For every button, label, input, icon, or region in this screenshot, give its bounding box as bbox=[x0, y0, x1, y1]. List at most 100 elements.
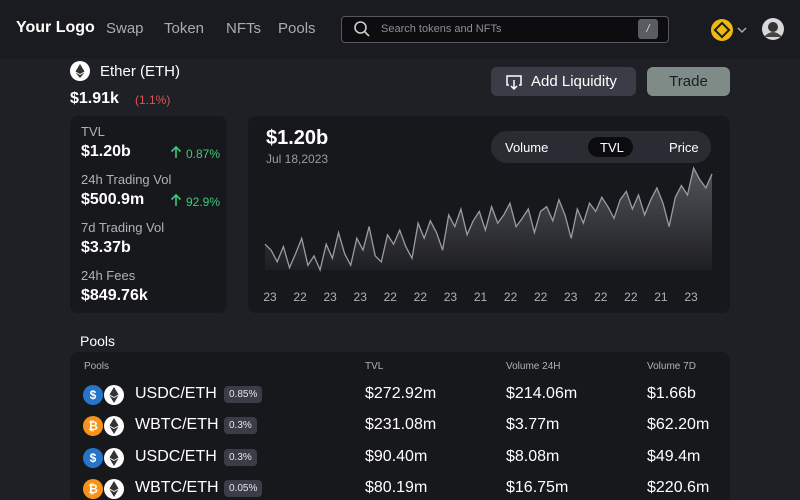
avatar[interactable] bbox=[761, 17, 785, 41]
arrow-path bbox=[170, 193, 182, 206]
network-selector[interactable] bbox=[710, 17, 750, 43]
pair[interactable]: WBTC/ETH bbox=[135, 416, 219, 434]
tab[interactable]: Price bbox=[669, 140, 699, 155]
search-box[interactable] bbox=[341, 16, 669, 43]
token-change: (1.1%) bbox=[135, 93, 171, 107]
stat-label: TVL bbox=[81, 124, 105, 139]
token-glyph: $ bbox=[90, 451, 97, 465]
eth-glyph bbox=[109, 449, 119, 460]
pair-icons: $ bbox=[83, 385, 124, 405]
nav-link[interactable]: Pools bbox=[278, 20, 316, 37]
volume-24h: $214.06m bbox=[506, 385, 578, 402]
x-tick-label: 22 bbox=[534, 290, 548, 304]
volume-7d: $220.6m bbox=[647, 478, 710, 496]
chart-subtitle: Jul 18,2023 bbox=[266, 152, 329, 166]
x-tick-label: 23 bbox=[684, 290, 698, 304]
search-placeholder: Search tokens and NFTs bbox=[381, 23, 502, 35]
logo[interactable]: Your Logo bbox=[16, 19, 95, 36]
line bbox=[264, 166, 713, 273]
x-tick-label: 21 bbox=[654, 290, 668, 304]
stat-change: 0.87% bbox=[186, 147, 221, 161]
column-header: Volume 7D bbox=[647, 361, 696, 372]
chart-title: $1.20b bbox=[266, 127, 329, 149]
pair[interactable]: WBTC/ETH bbox=[135, 478, 219, 496]
x-tick-label: 22 bbox=[624, 290, 638, 304]
pair[interactable]: USDC/ETH bbox=[135, 447, 217, 465]
volume-7d: $1.66b bbox=[647, 385, 696, 402]
fee-badge: 0.05% bbox=[224, 479, 263, 497]
column-header: TVL bbox=[365, 361, 384, 372]
up-arrow bbox=[170, 145, 182, 158]
x-tick-label: 22 bbox=[594, 290, 608, 304]
x-tick-label: 21 bbox=[474, 290, 488, 304]
nav-link[interactable]: Swap bbox=[106, 20, 144, 37]
token-icon bbox=[83, 416, 103, 437]
tab[interactable]: Volume bbox=[505, 140, 549, 155]
up-arrow bbox=[170, 193, 182, 206]
pair[interactable]: USDC/ETH bbox=[135, 385, 217, 402]
arrow-path bbox=[170, 145, 182, 158]
chart: 23 22 23 23 22 22 23 21 22 22 23 22 22 21 23 bbox=[263, 166, 713, 304]
token-glyph: $ bbox=[90, 388, 97, 402]
eth-glyph bbox=[109, 426, 119, 435]
token-price: $1.91k bbox=[70, 90, 119, 107]
nav-link[interactable]: Token bbox=[164, 20, 205, 37]
token-icon bbox=[83, 385, 103, 405]
stat-label: 7d Trading Vol bbox=[81, 220, 165, 235]
stat-label: 24h Fees bbox=[81, 268, 136, 283]
add-liquidity-label: Add Liquidity bbox=[531, 73, 617, 90]
x-tick-label: 22 bbox=[384, 290, 398, 304]
stat-change: 92.9% bbox=[186, 195, 221, 209]
eth-glyph bbox=[109, 387, 119, 397]
add-liquidity-button[interactable] bbox=[491, 67, 636, 96]
pair-icons: ₿ bbox=[83, 478, 124, 499]
column-header: Pools bbox=[84, 361, 110, 372]
tab-active-bg bbox=[588, 137, 633, 157]
stat-label: 24h Trading Vol bbox=[81, 172, 172, 187]
x-tick-label: 23 bbox=[444, 290, 458, 304]
tvl: $90.40m bbox=[365, 447, 428, 465]
stat-value: $1.20b bbox=[81, 143, 131, 160]
download-icon bbox=[506, 75, 522, 91]
volume-24h: $16.75m bbox=[506, 478, 569, 496]
token-icon bbox=[83, 447, 103, 468]
pools-table bbox=[70, 352, 730, 500]
x-tick-label: 23 bbox=[354, 290, 368, 304]
stats-card bbox=[70, 116, 227, 313]
volume-7d: $62.20m bbox=[647, 416, 710, 434]
pair-icons: ₿ bbox=[83, 416, 124, 437]
volume-7d: $49.4m bbox=[647, 447, 701, 465]
tvl: $231.08m bbox=[365, 416, 437, 434]
token-name: Ether (ETH) bbox=[100, 63, 181, 80]
fee-badge: 0.3% bbox=[224, 417, 257, 435]
nav-link[interactable]: NFTs bbox=[226, 20, 261, 37]
x-tick-label: 22 bbox=[504, 290, 518, 304]
x-tick-label: 22 bbox=[293, 290, 307, 304]
search-icon bbox=[354, 21, 370, 37]
section-title: Pools bbox=[80, 333, 116, 349]
eth-glyph bbox=[109, 489, 119, 497]
token-icon bbox=[83, 478, 103, 499]
tvl: $80.19m bbox=[365, 478, 428, 496]
eth-glyph bbox=[109, 395, 119, 403]
eth-glyph bbox=[109, 418, 119, 429]
x-tick-label: 23 bbox=[564, 290, 578, 304]
x-tick-label: 22 bbox=[414, 290, 428, 304]
fee-badge: 0.85% bbox=[224, 386, 263, 403]
stat-value: $849.76k bbox=[81, 287, 148, 304]
trade-button[interactable]: Trade bbox=[647, 67, 730, 96]
tab[interactable]: TVL bbox=[600, 140, 624, 155]
volume-24h: $8.08m bbox=[506, 447, 560, 465]
eth-glyph bbox=[109, 480, 119, 491]
stat-value: $500.9m bbox=[81, 191, 145, 208]
stat-value: $3.37b bbox=[81, 239, 131, 256]
x-tick-label: 23 bbox=[263, 290, 277, 304]
volume-24h: $3.77m bbox=[506, 416, 560, 434]
tvl: $272.92m bbox=[365, 385, 437, 402]
eth-icon bbox=[70, 61, 90, 81]
token-glyph: ₿ bbox=[88, 482, 98, 496]
pair-icons: $ bbox=[83, 447, 124, 468]
column-header: Volume 24H bbox=[506, 361, 561, 372]
eth-glyph bbox=[109, 458, 119, 466]
